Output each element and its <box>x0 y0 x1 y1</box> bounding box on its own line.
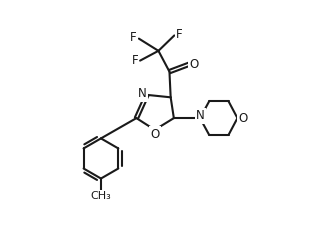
Text: N: N <box>196 109 205 122</box>
Text: N: N <box>138 87 147 100</box>
Text: O: O <box>151 128 160 141</box>
Text: O: O <box>189 58 198 71</box>
Text: F: F <box>176 28 183 41</box>
Text: F: F <box>130 31 137 44</box>
Text: CH₃: CH₃ <box>91 191 111 201</box>
Text: O: O <box>238 112 247 125</box>
Text: F: F <box>131 54 138 67</box>
